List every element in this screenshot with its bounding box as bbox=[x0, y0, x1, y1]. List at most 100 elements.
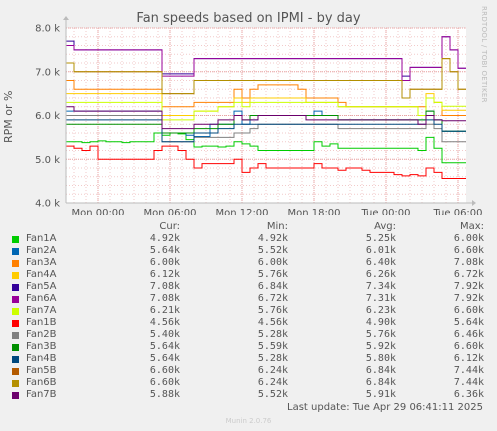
legend-max-value: 6.72k bbox=[453, 269, 484, 280]
legend-max-value: 6.60k bbox=[453, 305, 484, 316]
y-tick-label: 7.0 k bbox=[35, 67, 60, 78]
legend-swatch bbox=[12, 356, 19, 363]
legend-series-name: Fan3A bbox=[26, 257, 57, 268]
x-tick-label: Mon 06:00 bbox=[143, 208, 196, 215]
col-cur-header: Cur: bbox=[159, 221, 180, 232]
legend-min-value: 5.28k bbox=[257, 353, 288, 364]
legend-min-value: 6.84k bbox=[257, 281, 288, 292]
plot-area: 4.0 k 5.0 k 6.0 k 7.0 k 8.0 k Mon 00:00 Mon 06… bbox=[35, 16, 483, 215]
legend-avg-value: 6.26k bbox=[365, 269, 396, 280]
legend-max-value: 6.36k bbox=[453, 389, 484, 400]
legend-max-value: 6.60k bbox=[453, 341, 484, 352]
legend-swatch bbox=[12, 320, 19, 327]
legend-max-value: 7.44k bbox=[453, 365, 484, 376]
legend-avg-value: 5.76k bbox=[365, 329, 396, 340]
series-line-fan1b bbox=[66, 145, 466, 179]
legend-swatch bbox=[12, 392, 19, 399]
legend-swatch bbox=[12, 308, 19, 315]
legend-row-fan7a: Fan7A 6.21k 5.76k 6.23k 6.60k bbox=[12, 305, 492, 317]
legend-avg-value: 5.92k bbox=[365, 341, 396, 352]
legend-cur-value: 4.56k bbox=[149, 317, 180, 328]
x-axis-arrow-icon bbox=[472, 200, 476, 206]
legend-swatch bbox=[12, 296, 19, 303]
legend-avg-value: 6.23k bbox=[365, 305, 396, 316]
legend-cur-value: 4.92k bbox=[149, 233, 180, 244]
legend-max-value: 7.44k bbox=[453, 377, 484, 388]
legend-cur-value: 5.64k bbox=[149, 353, 180, 364]
legend-avg-value: 6.40k bbox=[365, 257, 396, 268]
legend-header: Cur: Min: Avg: Max: bbox=[12, 221, 492, 233]
rrdtool-watermark: RRDTOOL / TOBI OETIKER bbox=[480, 6, 488, 103]
legend-min-value: 5.52k bbox=[257, 389, 288, 400]
legend-max-value: 6.00k bbox=[453, 233, 484, 244]
legend-series-name: Fan4A bbox=[26, 269, 57, 280]
chart-title: Fan speeds based on IPMI - by day bbox=[136, 11, 361, 26]
y-tick-label: 6.0 k bbox=[35, 111, 60, 122]
legend-swatch bbox=[12, 284, 19, 291]
legend-swatch bbox=[12, 260, 19, 267]
legend-cur-value: 6.60k bbox=[149, 377, 180, 388]
series-line-fan6b bbox=[66, 58, 466, 99]
legend-max-value: 7.92k bbox=[453, 293, 484, 304]
series-line-fan4b bbox=[66, 119, 466, 143]
legend-avg-value: 5.80k bbox=[365, 353, 396, 364]
legend-row-fan3b: Fan3B 5.64k 5.59k 5.92k 6.60k bbox=[12, 341, 492, 353]
legend-max-value: 6.46k bbox=[453, 329, 484, 340]
legend-row-fan4a: Fan4A 6.12k 5.76k 6.26k 6.72k bbox=[12, 269, 492, 281]
y-tick-label: 4.0 k bbox=[35, 199, 60, 210]
legend-max-value: 7.92k bbox=[453, 281, 484, 292]
legend-min-value: 6.72k bbox=[257, 293, 288, 304]
legend-min-value: 5.52k bbox=[257, 245, 288, 256]
legend-cur-value: 7.08k bbox=[149, 281, 180, 292]
legend-series-name: Fan5A bbox=[26, 281, 57, 292]
legend-min-value: 4.56k bbox=[257, 317, 288, 328]
legend-min-value: 4.92k bbox=[257, 233, 288, 244]
legend-row-fan3a: Fan3A 6.00k 6.00k 6.40k 7.08k bbox=[12, 257, 492, 269]
legend-row-fan2a: Fan2A 5.64k 5.52k 6.01k 6.60k bbox=[12, 245, 492, 257]
legend-cur-value: 6.21k bbox=[149, 305, 180, 316]
legend-avg-value: 5.91k bbox=[365, 389, 396, 400]
legend-min-value: 5.76k bbox=[257, 269, 288, 280]
legend-cur-value: 5.64k bbox=[149, 245, 180, 256]
legend-max-value: 6.12k bbox=[453, 353, 484, 364]
legend-swatch bbox=[12, 368, 19, 375]
legend-swatch bbox=[12, 332, 19, 339]
legend-max-value: 7.08k bbox=[453, 257, 484, 268]
legend-series-name: Fan3B bbox=[26, 341, 57, 352]
legend-swatch bbox=[12, 248, 19, 255]
legend-row-fan7b: Fan7B 5.88k 5.52k 5.91k 6.36k bbox=[12, 389, 492, 401]
legend-avg-value: 7.31k bbox=[365, 293, 396, 304]
y-tick-label: 5.0 k bbox=[35, 155, 60, 166]
legend-cur-value: 7.08k bbox=[149, 293, 180, 304]
legend-avg-value: 7.34k bbox=[365, 281, 396, 292]
legend-cur-value: 6.12k bbox=[149, 269, 180, 280]
col-avg-header: Avg: bbox=[374, 221, 396, 232]
legend-series-name: Fan7B bbox=[26, 389, 57, 400]
legend-series-name: Fan2B bbox=[26, 329, 57, 340]
legend-row-fan1a: Fan1A 4.92k 4.92k 5.25k 6.00k bbox=[12, 233, 492, 245]
legend-avg-value: 6.84k bbox=[365, 365, 396, 376]
legend-min-value: 5.76k bbox=[257, 305, 288, 316]
x-tick-label: Tue 06:00 bbox=[432, 208, 482, 215]
legend-cur-value: 5.64k bbox=[149, 341, 180, 352]
legend-min-value: 5.28k bbox=[257, 329, 288, 340]
legend-series-name: Fan7A bbox=[26, 305, 57, 316]
legend-row-fan5a: Fan5A 7.08k 6.84k 7.34k 7.92k bbox=[12, 281, 492, 293]
legend-row-fan6a: Fan6A 7.08k 6.72k 7.31k 7.92k bbox=[12, 293, 492, 305]
col-max-header: Max: bbox=[459, 221, 484, 232]
legend-min-value: 6.24k bbox=[257, 365, 288, 376]
last-update: Last update: Tue Apr 29 06:41:11 2025 bbox=[287, 402, 483, 413]
legend-swatch bbox=[12, 236, 19, 243]
legend-min-value: 6.24k bbox=[257, 377, 288, 388]
munin-version: Munin 2.0.76 bbox=[225, 417, 272, 425]
legend-row-fan6b: Fan6B 6.60k 6.24k 6.84k 7.44k bbox=[12, 377, 492, 389]
legend-row-fan5b: Fan5B 6.60k 6.24k 6.84k 7.44k bbox=[12, 365, 492, 377]
legend-series-name: Fan6B bbox=[26, 377, 57, 388]
legend-max-value: 6.60k bbox=[453, 245, 484, 256]
legend-row-fan1b: Fan1B 4.56k 4.56k 4.90k 5.64k bbox=[12, 317, 492, 329]
series-line-fan1a bbox=[66, 132, 466, 164]
series-line-fan7b bbox=[66, 106, 466, 130]
legend-row-fan2b: Fan2B 5.40k 5.28k 5.76k 6.46k bbox=[12, 329, 492, 341]
legend-avg-value: 6.84k bbox=[365, 377, 396, 388]
legend-cur-value: 5.88k bbox=[149, 389, 180, 400]
